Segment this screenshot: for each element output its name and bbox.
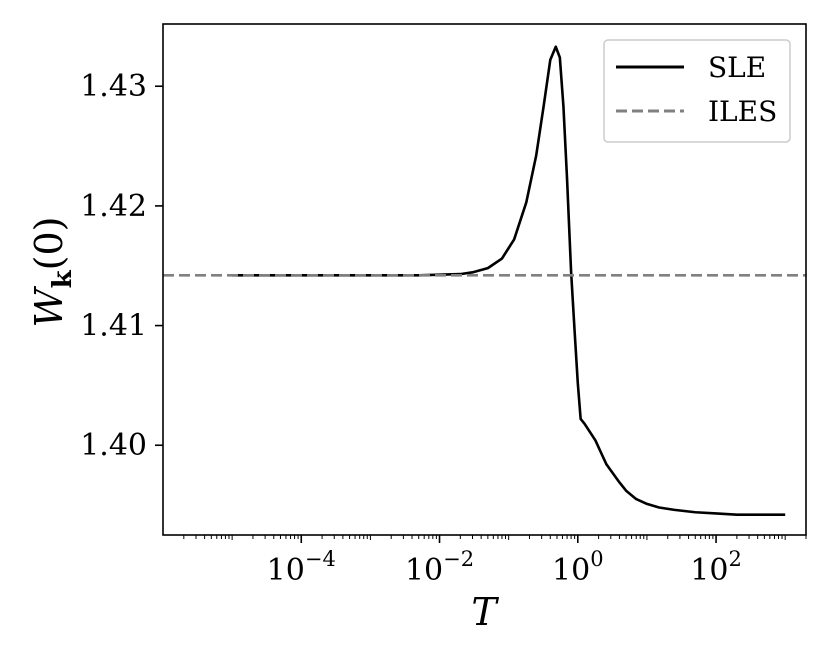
x-tick-label: 102 (690, 547, 742, 588)
y-tick-label: 1.40 (80, 428, 147, 463)
legend: SLE ILES (603, 39, 791, 143)
y-tick-label: 1.43 (80, 69, 147, 104)
x-axis-ticks: 10−4 10−2 100 102 (183, 535, 807, 588)
y-axis-ticks: 1.40 1.41 1.42 1.43 (80, 69, 163, 463)
data-layer (163, 45, 806, 516)
x-axis-label: T (471, 590, 499, 634)
y-tick-label: 1.41 (80, 309, 147, 344)
x-tick-label: 100 (552, 547, 604, 588)
legend-label-sle: SLE (708, 51, 766, 84)
legend-label-iles: ILES (708, 95, 777, 128)
x-tick-label: 10−4 (267, 547, 336, 588)
y-axis-label: Wk(0) (27, 217, 78, 328)
x-tick-label: 10−2 (405, 547, 474, 588)
y-tick-label: 1.42 (80, 189, 147, 224)
series-line-sle (232, 45, 786, 516)
plot-frame (162, 23, 807, 536)
